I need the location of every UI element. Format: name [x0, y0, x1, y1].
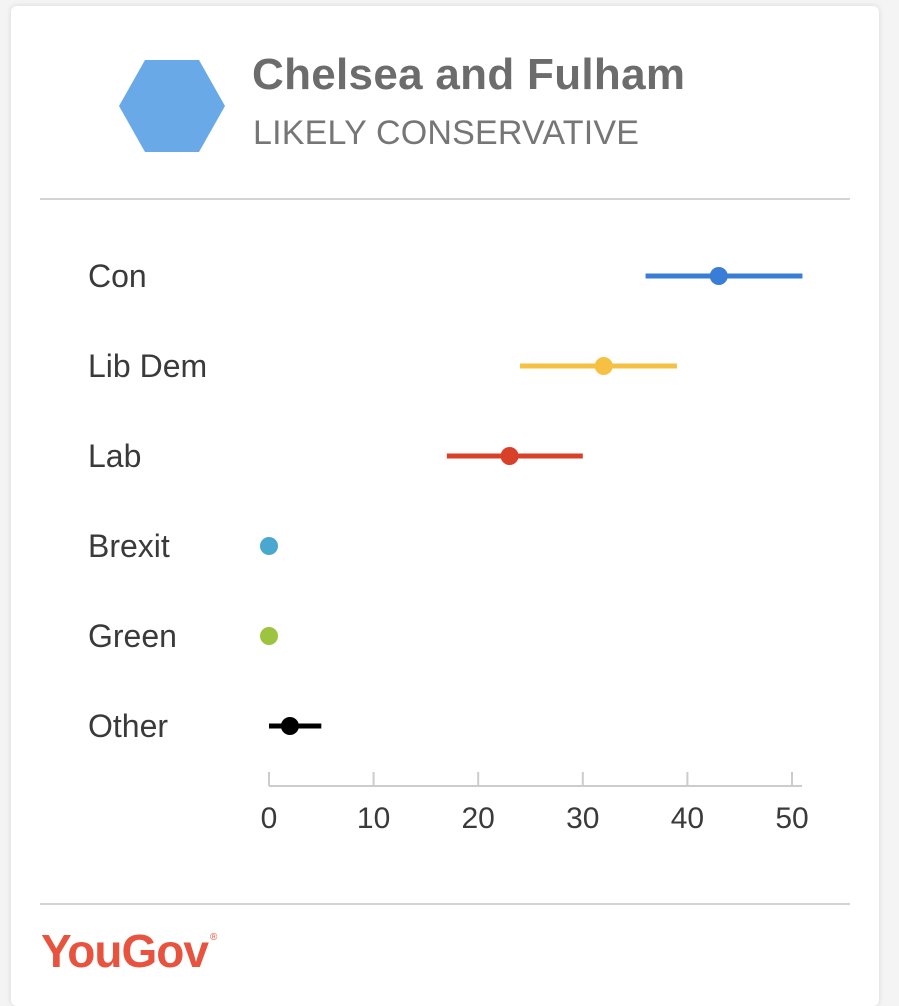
footer-divider: [40, 903, 850, 905]
category-label-green: Green: [88, 618, 177, 654]
estimate-point-green: [260, 627, 278, 645]
party-hexagon-icon: [119, 60, 225, 152]
logo-trademark: ®: [209, 932, 217, 943]
logo-text: YouGov: [41, 925, 209, 977]
category-label-lab: Lab: [88, 438, 141, 474]
category-label-brexit: Brexit: [88, 528, 170, 564]
x-tick-label-0: 0: [261, 802, 278, 835]
vote-share-chart: Con Lib Dem Lab Brexit Green Other 0 10 20 30 40 50: [88, 258, 809, 835]
card-header: Chelsea and Fulham LIKELY CONSERVATIVE: [11, 6, 879, 200]
header-divider: [40, 198, 850, 200]
constituency-card: Chelsea and Fulham LIKELY CONSERVATIVE C…: [11, 6, 879, 1006]
estimate-point-con: [709, 267, 728, 285]
x-tick-label-30: 30: [566, 802, 599, 835]
category-label-other: Other: [88, 708, 168, 744]
constituency-title: Chelsea and Fulham: [252, 50, 686, 99]
category-label-con: Con: [88, 258, 147, 294]
estimate-point-lab: [500, 447, 519, 465]
x-tick-label-50: 50: [775, 802, 808, 835]
x-tick-label-20: 20: [462, 802, 495, 835]
prediction-subtitle: LIKELY CONSERVATIVE: [253, 114, 640, 152]
estimate-point-lib-dem: [594, 357, 613, 375]
estimate-point-brexit: [260, 537, 278, 555]
x-tick-label-40: 40: [671, 802, 704, 835]
yougov-logo: YouGov ®: [41, 924, 217, 978]
x-tick-label-10: 10: [357, 802, 390, 835]
category-label-lib-dem: Lib Dem: [88, 348, 207, 384]
estimate-point-other: [280, 717, 299, 735]
